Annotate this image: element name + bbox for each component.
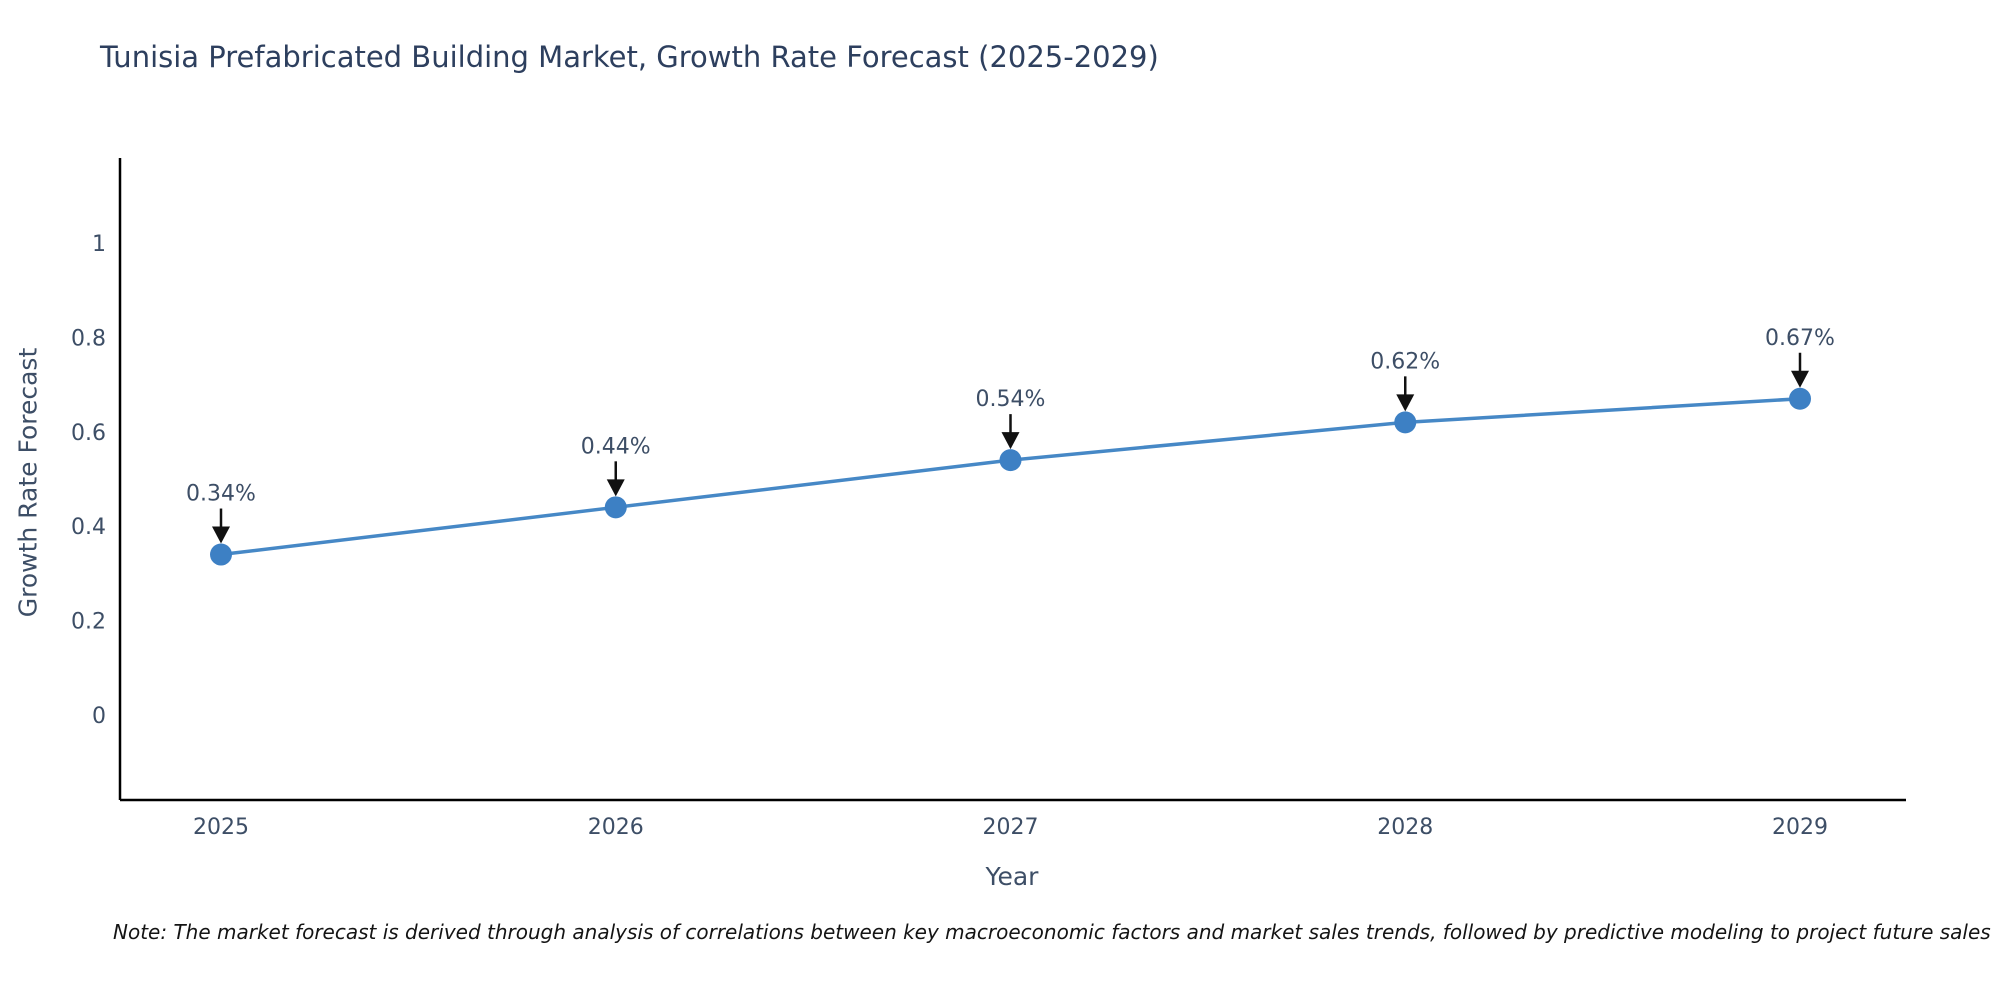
- chart-title: Tunisia Prefabricated Building Market, G…: [100, 40, 1159, 74]
- x-axis-title: Year: [985, 862, 1039, 891]
- footnote: Note: The market forecast is derived thr…: [113, 920, 1991, 944]
- annotation-arrowhead: [606, 479, 625, 497]
- x-tick-label: 2027: [983, 815, 1039, 840]
- y-tick-label: 0.4: [71, 515, 106, 540]
- annotation-arrowhead: [1791, 370, 1809, 388]
- data-point[interactable]: [210, 543, 232, 566]
- point-annotation-label: 0.62%: [1370, 349, 1440, 374]
- data-point[interactable]: [999, 449, 1022, 472]
- y-axis-title: Growth Rate Forecast: [13, 347, 43, 618]
- x-tick-label: 2029: [1772, 815, 1828, 840]
- point-annotation-label: 0.67%: [1765, 326, 1835, 351]
- x-tick-label: 2026: [588, 815, 644, 840]
- point-annotation-label: 0.54%: [976, 387, 1046, 412]
- annotation-arrowhead: [1001, 432, 1020, 450]
- data-point[interactable]: [604, 496, 627, 519]
- y-tick-label: 0: [92, 704, 106, 729]
- x-tick-label: 2025: [193, 815, 249, 840]
- data-point[interactable]: [1394, 411, 1417, 434]
- y-tick-label: 1: [92, 232, 106, 257]
- x-tick-label: 2028: [1377, 815, 1433, 840]
- y-tick-label: 0.8: [71, 326, 106, 351]
- y-tick-label: 0.6: [71, 421, 106, 446]
- annotation-arrowhead: [1396, 394, 1415, 412]
- annotation-arrowhead: [212, 526, 230, 544]
- data-point[interactable]: [1789, 387, 1811, 410]
- point-annotation-label: 0.44%: [581, 434, 651, 459]
- point-annotation-label: 0.34%: [186, 482, 256, 507]
- y-tick-label: 0.2: [71, 610, 106, 635]
